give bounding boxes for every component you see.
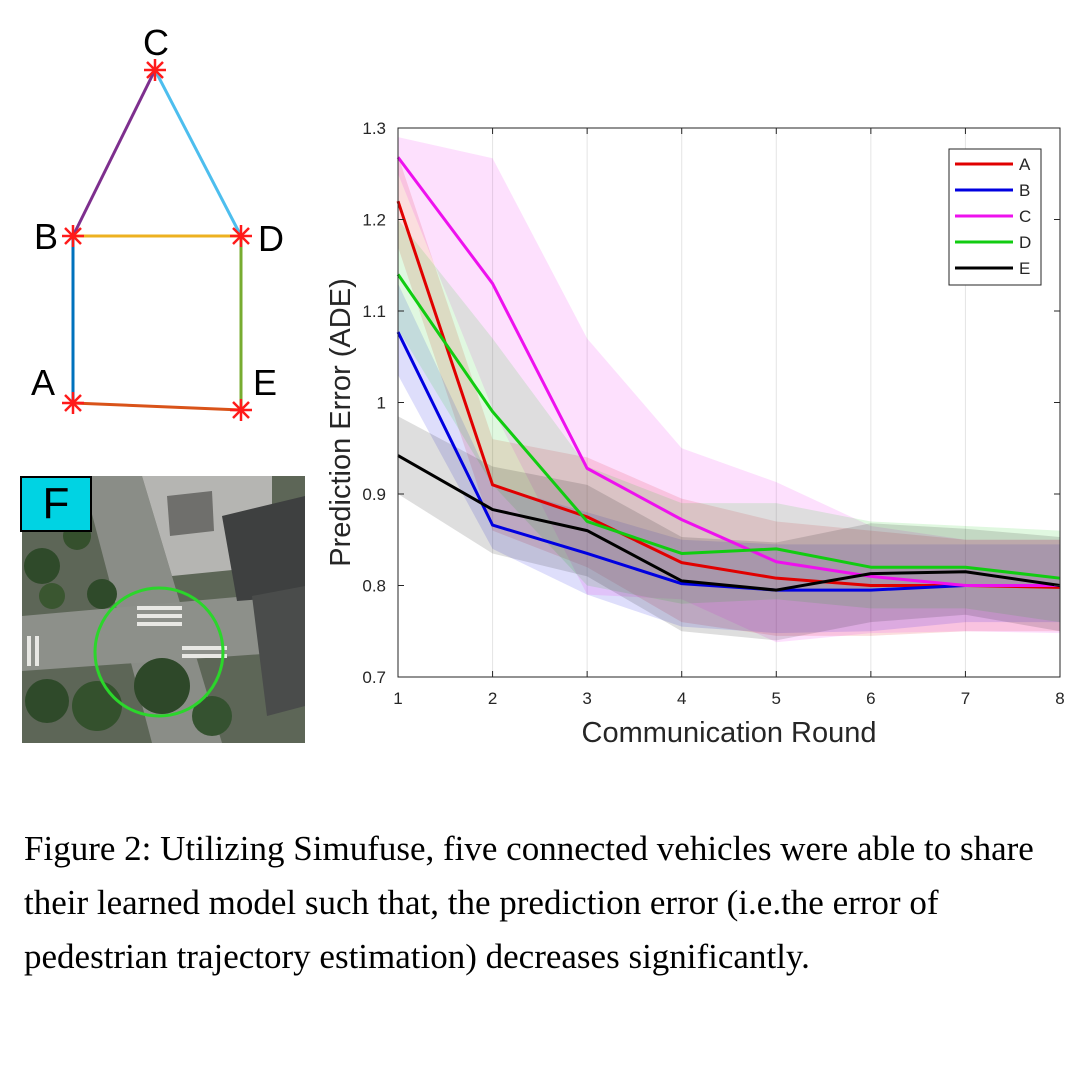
band-a xyxy=(398,155,1060,636)
series-line-e xyxy=(397,454,1061,592)
y-axis-label: Prediction Error (ADE) xyxy=(325,278,357,566)
figure-caption: Figure 2: Utilizing Simufuse, five conne… xyxy=(24,829,1034,976)
legend-label-b: B xyxy=(1019,181,1030,200)
series-lines xyxy=(396,156,1061,592)
node-label-b: B xyxy=(34,216,58,257)
x-tick-label: 7 xyxy=(961,689,970,708)
node-marker-b xyxy=(62,225,84,247)
x-tick-label: 8 xyxy=(1055,689,1064,708)
legend-label-a: A xyxy=(1019,155,1031,174)
aerial-photo-drawing xyxy=(22,476,305,743)
x-tick-label: 6 xyxy=(866,689,875,708)
legend-label-d: D xyxy=(1019,233,1031,252)
y-tick-label: 1.3 xyxy=(362,119,386,138)
x-axis-label: Communication Round xyxy=(582,717,877,749)
y-tick-label: 1 xyxy=(377,394,386,413)
x-tick-label: 5 xyxy=(772,689,781,708)
y-tick-label: 0.8 xyxy=(362,577,386,596)
node-label-e: E xyxy=(253,362,277,403)
legend-label-c: C xyxy=(1019,207,1031,226)
node-marker-e xyxy=(230,399,252,421)
graph-edges xyxy=(71,69,243,412)
y-tick-label: 1.2 xyxy=(362,211,386,230)
node-marker-a xyxy=(62,392,84,414)
band-d xyxy=(398,219,1060,623)
y-tick-label: 0.7 xyxy=(362,668,386,687)
edge-b-c xyxy=(71,69,157,237)
vehicle-network-graph: C B D A E xyxy=(31,22,284,421)
highlight-circle xyxy=(93,586,225,718)
node-label-d: D xyxy=(258,218,284,259)
x-tick-label: 2 xyxy=(488,689,497,708)
node-label-a: A xyxy=(31,362,55,403)
edge-c-d xyxy=(153,69,243,237)
prediction-error-chart: 1 2 3 4 5 6 7 8 0.7 0.8 0.9 1 1.1 1.2 1.3 Communicatio… xyxy=(325,119,1065,749)
legend-label-e: E xyxy=(1019,259,1030,278)
node-marker-d xyxy=(230,225,252,247)
x-tick-label: 1 xyxy=(393,689,402,708)
series-line-d xyxy=(396,273,1061,580)
node-marker-c xyxy=(144,59,166,81)
node-label-c: C xyxy=(143,22,169,63)
graph-nodes xyxy=(62,59,252,421)
y-tick-label: 0.9 xyxy=(362,485,386,504)
axis-ticks: 1 2 3 4 5 6 7 8 0.7 0.8 0.9 1 1.1 1.2 1.3 xyxy=(362,119,1064,708)
x-tick-label: 4 xyxy=(677,689,686,708)
band-c xyxy=(398,137,1060,643)
photo-badge-f: F xyxy=(20,476,92,532)
y-tick-label: 1.1 xyxy=(362,302,386,321)
edge-a-e xyxy=(72,401,242,412)
x-tick-label: 3 xyxy=(582,689,591,708)
series-line-c xyxy=(396,156,1060,587)
